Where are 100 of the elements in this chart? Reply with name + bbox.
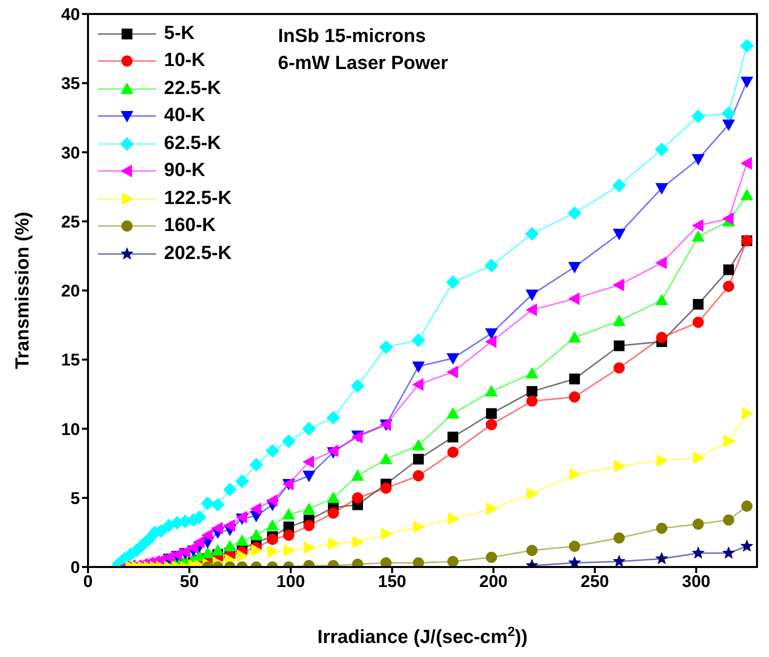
point <box>612 178 626 192</box>
point <box>692 219 704 232</box>
point <box>283 530 294 541</box>
annotation: 6-mW Laser Power <box>278 53 448 75</box>
y-axis-title: Transmission (%) <box>12 212 34 370</box>
point <box>526 386 538 397</box>
point <box>569 468 581 481</box>
point <box>740 188 754 200</box>
point <box>655 183 668 194</box>
point <box>486 502 498 516</box>
point <box>446 366 458 378</box>
point <box>722 546 735 559</box>
point <box>266 534 278 545</box>
point <box>692 546 704 559</box>
point <box>692 230 704 242</box>
y-tick-label: 5 <box>70 488 80 508</box>
point <box>142 532 156 546</box>
y-tick-label: 30 <box>61 143 80 162</box>
point <box>266 494 278 507</box>
legend-label: 160-K <box>164 215 216 238</box>
point <box>612 278 624 292</box>
point <box>328 537 340 550</box>
point <box>327 444 338 458</box>
point <box>526 290 538 301</box>
point <box>613 532 625 544</box>
point <box>568 331 581 343</box>
point <box>412 378 424 391</box>
point <box>614 460 626 472</box>
legend-label: 62.5-K <box>164 132 222 155</box>
legend-label: 202.5-K <box>164 242 232 265</box>
point <box>568 556 581 567</box>
x-tick-label: 200 <box>479 572 508 592</box>
point <box>224 519 235 532</box>
point <box>612 228 626 240</box>
point <box>380 482 392 494</box>
point <box>448 432 458 442</box>
point <box>485 335 496 348</box>
point <box>302 456 314 468</box>
point <box>200 496 214 510</box>
x-tick-label: 250 <box>580 572 610 592</box>
point <box>655 552 668 564</box>
point <box>724 434 735 448</box>
point <box>613 362 625 374</box>
point <box>412 557 424 567</box>
point <box>380 528 392 540</box>
point <box>722 212 734 225</box>
point <box>446 353 460 364</box>
point <box>446 407 460 419</box>
point <box>568 391 580 403</box>
legend-label: 122.5-K <box>164 188 232 210</box>
point <box>655 256 667 270</box>
point <box>692 316 704 328</box>
x-tick-label: 100 <box>276 572 305 592</box>
point <box>412 361 425 373</box>
point <box>692 298 704 310</box>
point <box>223 482 237 496</box>
point <box>486 552 498 563</box>
point <box>740 157 752 170</box>
y-tick-label: 0 <box>70 558 80 578</box>
point <box>446 275 460 290</box>
point <box>211 522 223 535</box>
point <box>656 454 668 467</box>
point <box>569 374 580 384</box>
point <box>692 518 704 530</box>
point <box>412 470 424 482</box>
point <box>303 520 315 532</box>
point <box>656 332 668 344</box>
point <box>526 544 538 556</box>
point <box>235 474 249 488</box>
point <box>201 546 214 558</box>
point <box>351 470 364 481</box>
point <box>741 500 753 512</box>
point <box>722 106 736 120</box>
point <box>740 76 754 88</box>
x-tick-label: 150 <box>378 572 406 592</box>
point <box>380 557 392 567</box>
point <box>352 536 364 548</box>
y-tick-label: 20 <box>61 282 80 301</box>
point <box>722 120 735 131</box>
point <box>267 546 279 558</box>
point <box>722 514 734 526</box>
point <box>568 292 580 306</box>
point <box>282 434 296 448</box>
point <box>413 520 425 534</box>
point <box>448 512 460 525</box>
point <box>249 458 264 472</box>
point <box>614 340 624 352</box>
point <box>484 258 498 272</box>
point <box>656 522 668 534</box>
point <box>447 446 459 458</box>
point <box>302 422 316 436</box>
point <box>486 408 497 419</box>
legend-label: 5-K <box>164 22 195 45</box>
point <box>201 528 213 542</box>
point <box>237 550 248 562</box>
point <box>485 328 498 340</box>
point <box>568 262 581 274</box>
point <box>691 109 706 124</box>
y-tick-label: 40 <box>61 5 80 24</box>
x-axis-title: Irradiance (J/(sec-cm$^{2}$)) <box>317 624 528 648</box>
